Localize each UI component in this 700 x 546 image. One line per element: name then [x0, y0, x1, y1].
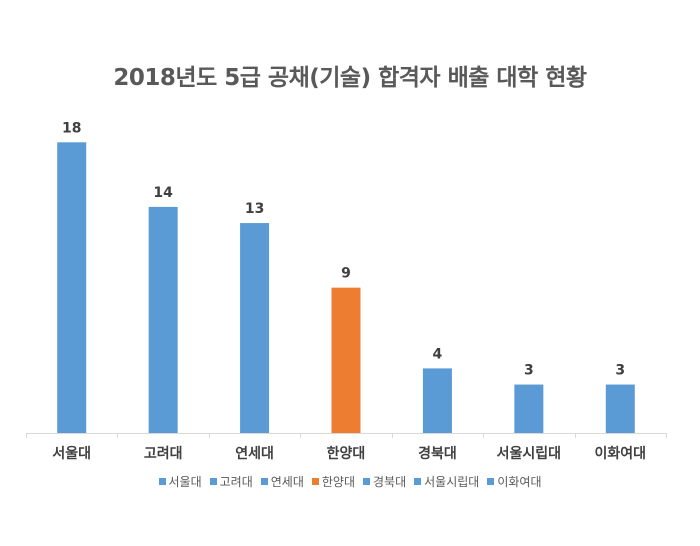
x-tick-label: 고려대 — [144, 445, 183, 462]
legend-swatch-icon — [414, 478, 422, 485]
legend-label: 이화여대 — [497, 475, 542, 489]
x-tick-label: 서울대 — [52, 445, 91, 462]
bar-2 — [148, 206, 178, 433]
legend-swatch-icon — [209, 478, 217, 485]
data-label: 13 — [245, 201, 264, 217]
legend-label: 서울시립대 — [424, 475, 480, 489]
data-label: 4 — [433, 346, 443, 362]
legend-item: 서울대 — [158, 473, 202, 490]
legend-label: 경북대 — [373, 475, 407, 489]
x-tick-label: 경북대 — [418, 445, 457, 462]
legend-item: 경북대 — [363, 473, 406, 490]
legend-item: 서울시립대 — [414, 473, 479, 490]
data-label: 3 — [615, 363, 625, 379]
legend-swatch-icon — [158, 478, 166, 485]
data-label: 3 — [524, 363, 534, 379]
bar-3 — [240, 223, 270, 433]
legend-label: 한양대 — [321, 475, 355, 489]
legend-swatch-icon — [311, 478, 319, 485]
x-tick-label: 연세대 — [235, 446, 274, 462]
legend: 서울대 고려대 연세대 한양대 경북대 서울시립대 이화여대 — [0, 473, 700, 490]
legend-swatch-icon — [363, 478, 370, 485]
data-label: 18 — [62, 120, 81, 136]
legend-swatch-icon — [487, 478, 495, 485]
legend-item: 이화여대 — [487, 473, 542, 490]
bar-6 — [514, 384, 544, 433]
legend-swatch-icon — [260, 478, 268, 485]
bar-1 — [57, 142, 87, 434]
bar-5 — [422, 368, 452, 433]
legend-item: 한양대 — [311, 473, 355, 490]
x-tick-label: 이화여대 — [595, 445, 647, 462]
x-tick-label: 서울시립대 — [497, 445, 561, 462]
legend-label: 연세대 — [270, 475, 304, 489]
legend-item: 고려대 — [209, 473, 253, 490]
legend-label: 서울대 — [168, 475, 202, 489]
bar-4 — [331, 287, 361, 433]
data-label: 14 — [153, 185, 173, 201]
legend-item: 연세대 — [260, 473, 304, 490]
data-label: 9 — [341, 266, 351, 282]
chart-title: 2018년도 5급 공채(기술) 합격자 배출 대학 현황 — [113, 65, 587, 91]
x-tick-label: 한양대 — [327, 446, 366, 462]
legend-label: 고려대 — [219, 475, 253, 489]
bar-7 — [605, 384, 635, 433]
